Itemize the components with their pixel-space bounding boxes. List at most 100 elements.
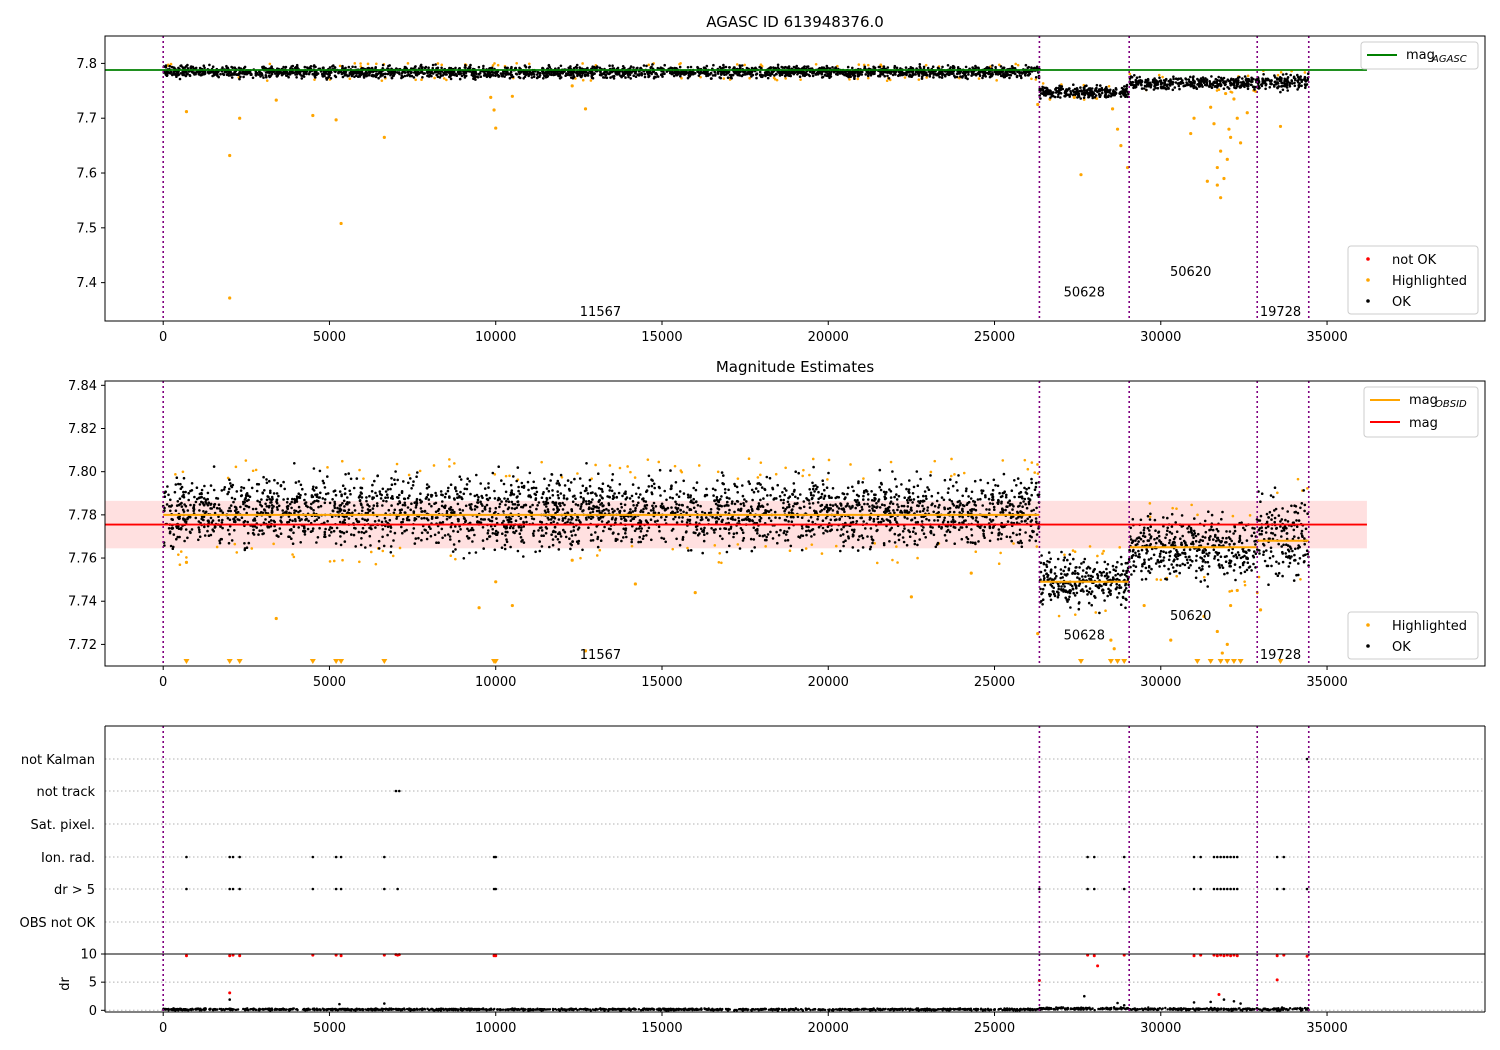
ok-point: [916, 70, 919, 74]
highlighted-point: [440, 63, 444, 67]
ok-point: [1143, 84, 1147, 88]
ok-point: [347, 74, 351, 77]
ok-point: [1270, 82, 1273, 86]
ok-point: [370, 74, 374, 78]
highlighted-point: [244, 459, 248, 462]
ok-point: [632, 74, 635, 77]
ok-point: [257, 533, 260, 536]
ok-point: [851, 66, 854, 70]
ok-point: [694, 510, 698, 513]
highlighted-point: [504, 474, 508, 478]
ok-point: [926, 66, 930, 70]
ok-point: [686, 493, 690, 497]
highlighted-point: [1128, 72, 1132, 76]
ok-point: [445, 70, 448, 74]
ok-point: [1208, 85, 1211, 88]
ok-point: [1119, 91, 1122, 95]
ok-point: [1297, 78, 1300, 82]
ok-point: [373, 520, 377, 523]
ok-point: [852, 489, 855, 493]
highlighted-point: [1192, 116, 1196, 120]
highlighted-point: [353, 62, 357, 65]
ok-point: [1006, 520, 1010, 523]
ok-point: [1210, 75, 1213, 78]
highlighted-point: [1276, 491, 1279, 495]
ok-point: [1107, 95, 1110, 98]
ok-point: [732, 66, 736, 69]
ok-point: [1018, 74, 1022, 77]
ok-point: [647, 526, 651, 530]
ok-point: [313, 71, 317, 74]
ok-point: [606, 484, 610, 488]
ok-point: [637, 527, 641, 530]
ok-point: [1085, 84, 1088, 87]
y-tick-label: 7.7: [76, 112, 97, 127]
highlighted-point: [594, 463, 597, 467]
ok-point: [1281, 88, 1285, 92]
highlighted-point: [215, 545, 219, 549]
ok-point: [505, 499, 508, 503]
highlighted-point: [1219, 196, 1223, 200]
ok-point: [846, 486, 850, 490]
ok-point: [750, 75, 753, 78]
ok-point: [307, 519, 310, 523]
ok-point: [339, 70, 343, 74]
highlighted-point: [491, 64, 495, 67]
ok-point: [1276, 82, 1280, 85]
ok-point: [587, 526, 590, 529]
ok-point: [647, 74, 651, 78]
highlighted-point: [646, 458, 650, 461]
highlighted-point: [1072, 95, 1076, 99]
ok-point: [1156, 86, 1160, 90]
ok-point: [853, 77, 856, 80]
highlighted-point: [508, 474, 511, 478]
ok-point: [994, 65, 997, 69]
ok-point: [771, 537, 775, 540]
ok-point: [931, 65, 935, 68]
x-tick-label: 5000: [313, 330, 346, 345]
ok-point: [464, 71, 468, 75]
ok-point: [591, 65, 594, 68]
ok-point: [627, 75, 630, 79]
ok-point: [283, 487, 287, 491]
ok-point: [172, 533, 176, 536]
highlighted-point: [629, 470, 632, 474]
ok-point: [556, 494, 560, 497]
ok-point: [1086, 88, 1090, 92]
ok-point: [649, 518, 653, 521]
highlighted-point: [453, 462, 456, 465]
ok-point: [674, 500, 677, 504]
ok-point: [647, 474, 651, 478]
ok-point: [1113, 93, 1116, 97]
ok-point: [312, 467, 316, 470]
ok-point: [870, 72, 873, 76]
ok-point: [229, 504, 233, 507]
ok-point: [914, 73, 917, 76]
highlighted-point: [1209, 105, 1213, 109]
ok-point: [1242, 80, 1245, 83]
ok-point: [735, 70, 738, 74]
ok-point: [1152, 88, 1156, 91]
ok-point: [720, 504, 723, 508]
ok-point: [179, 64, 182, 68]
ok-point: [913, 516, 917, 520]
ok-point: [1246, 83, 1249, 86]
ok-point: [640, 527, 643, 530]
ok-point: [629, 77, 632, 80]
ok-point: [1184, 77, 1187, 80]
ok-point: [573, 477, 576, 481]
highlighted-point: [338, 64, 342, 68]
ok-point: [1004, 508, 1007, 512]
ok-point: [617, 532, 620, 536]
highlighted-point: [671, 547, 675, 551]
ok-point: [229, 74, 232, 77]
ok-point: [1283, 82, 1286, 85]
ok-point: [328, 73, 332, 77]
ok-point: [1193, 82, 1196, 85]
ok-point: [1172, 77, 1175, 81]
ok-point: [765, 475, 769, 479]
ok-point: [262, 475, 265, 479]
highlighted-point: [1225, 157, 1229, 161]
ok-point: [781, 66, 784, 69]
ok-point: [893, 66, 896, 70]
